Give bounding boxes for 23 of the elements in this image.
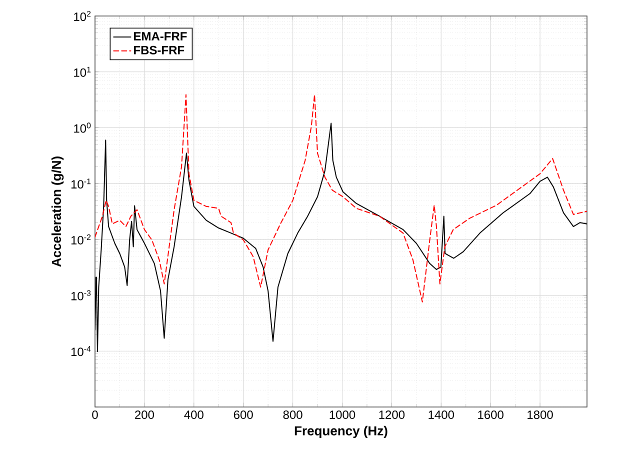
x-tick-label: 600 (234, 410, 253, 420)
x-tick-label: 400 (184, 410, 204, 420)
legend-label: EMA-FRF (134, 32, 187, 40)
x-tick-label: 1800 (528, 410, 553, 420)
y-tick-label: 10$^{-1}$ (71, 178, 91, 189)
x-tick-label: 800 (283, 410, 302, 420)
y-tick-label: 10$^{-2}$ (71, 234, 91, 244)
y-tick-label: 10$^{2}$ (74, 10, 91, 22)
y-tick-label: 10$^{1}$ (74, 66, 91, 77)
y-tick-label: 10$^{-3}$ (71, 290, 91, 300)
x-tick-label: 1200 (379, 410, 405, 420)
line-series (95, 122, 587, 352)
x-axis-title: Frequency (Hz) (294, 426, 388, 438)
line-series (95, 94, 587, 302)
y-axis-title: Acceleration (g/N) (51, 156, 64, 267)
legend-label: FBS-FRF (134, 46, 184, 54)
x-tick-label: 0 (92, 410, 98, 420)
y-tick-label: 10$^{0}$ (74, 122, 91, 133)
x-tick-label: 1600 (478, 410, 504, 420)
y-tick-label: 10$^{-4}$ (71, 346, 91, 356)
x-tick-label: 200 (135, 410, 154, 420)
x-tick-label: 1000 (330, 410, 356, 420)
x-tick-label: 1400 (428, 410, 454, 420)
